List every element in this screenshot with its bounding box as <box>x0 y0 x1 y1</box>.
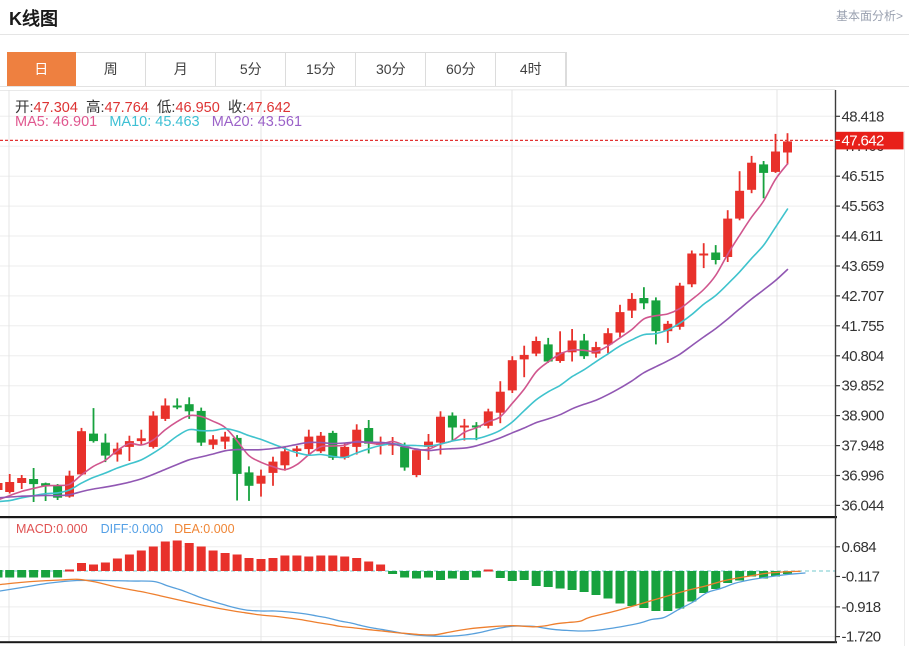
svg-text:45.563: 45.563 <box>842 198 885 215</box>
svg-text:47.642: 47.642 <box>842 133 885 150</box>
svg-text:39.852: 39.852 <box>842 378 885 395</box>
svg-text:40.804: 40.804 <box>842 348 885 365</box>
svg-text:-0.918: -0.918 <box>842 599 881 616</box>
svg-text:44.611: 44.611 <box>842 228 883 245</box>
svg-text:42.707: 42.707 <box>842 288 885 305</box>
svg-text:38.900: 38.900 <box>842 408 885 425</box>
svg-text:36.996: 36.996 <box>842 468 885 485</box>
svg-text:46.515: 46.515 <box>842 168 885 185</box>
svg-text:-1.720: -1.720 <box>842 629 881 646</box>
svg-text:0.684: 0.684 <box>842 539 877 556</box>
svg-text:43.659: 43.659 <box>842 258 885 275</box>
svg-text:-0.117: -0.117 <box>842 569 880 586</box>
svg-text:48.418: 48.418 <box>842 108 885 125</box>
svg-text:36.044: 36.044 <box>842 497 885 514</box>
svg-text:37.948: 37.948 <box>842 438 885 455</box>
svg-text:41.755: 41.755 <box>842 318 885 335</box>
